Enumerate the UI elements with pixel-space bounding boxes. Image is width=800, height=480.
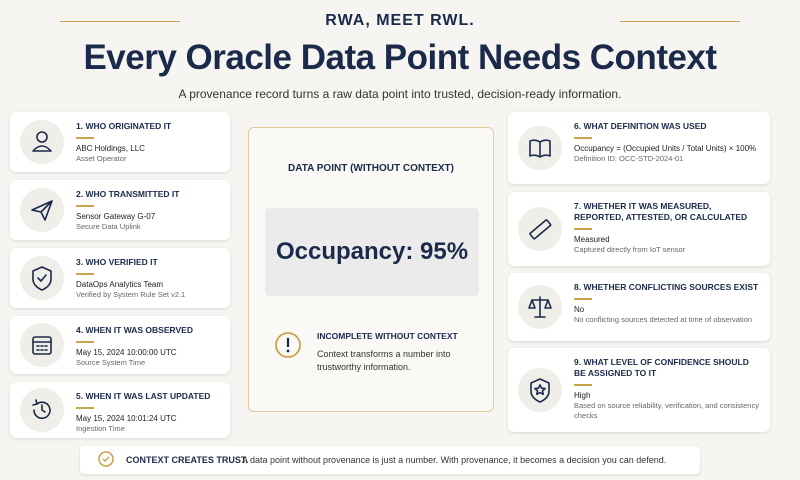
- card-detail: Ingestion Time: [76, 423, 125, 433]
- card-icon: [518, 126, 562, 170]
- card-value: High: [574, 390, 591, 400]
- card-text: 5. WHEN IT WAS LAST UPDATED May 15, 2024 …: [76, 391, 222, 434]
- info-card: 2. WHO TRANSMITTED IT Sensor Gateway G-07…: [10, 180, 230, 240]
- badge-icon: [98, 451, 114, 467]
- center-card: DATA POINT (WITHOUT CONTEXT) Occupancy: …: [248, 127, 494, 412]
- info-card: 8. WHETHER CONFLICTING SOURCES EXIST No No…: [508, 273, 770, 341]
- card-detail: Definition ID: OCC-STD-2024-01: [574, 153, 684, 163]
- card-icon: [20, 388, 64, 432]
- info-card: 5. WHEN IT WAS LAST UPDATED May 15, 2024 …: [10, 382, 230, 438]
- icon-graphic: [32, 131, 52, 152]
- gold-underline: [574, 137, 592, 139]
- icon-graphic: [528, 296, 552, 318]
- card-value: No: [574, 304, 585, 314]
- card-title: 9. WHAT LEVEL OF CONFIDENCE SHOULD BE AS…: [574, 357, 749, 378]
- footer: CONTEXT CREATES TRUST. A data point with…: [80, 446, 700, 474]
- card-title: 3. WHO VERIFIED IT: [76, 257, 158, 267]
- card-icon: [20, 120, 64, 164]
- card-detail: Source System Time: [76, 357, 146, 367]
- decor-line: [620, 21, 740, 22]
- gold-underline: [76, 205, 94, 207]
- card-value: May 15, 2024 10:01:24 UTC: [76, 413, 177, 423]
- card-text: 9. WHAT LEVEL OF CONFIDENCE SHOULD BE AS…: [574, 357, 762, 421]
- card-detail: Secure Data Uplink: [76, 221, 141, 231]
- card-title: 2. WHO TRANSMITTED IT: [76, 189, 180, 199]
- card-text: 4. WHEN IT WAS OBSERVED May 15, 2024 10:0…: [76, 325, 222, 368]
- card-detail: Asset Operator: [76, 153, 127, 163]
- center-label: DATA POINT (WITHOUT CONTEXT): [288, 163, 454, 174]
- warning-icon: [275, 332, 301, 358]
- card-text: 6. WHAT DEFINITION WAS USED Occupancy = (…: [574, 121, 762, 164]
- center-value: Occupancy: 95%: [275, 238, 469, 265]
- card-icon: [518, 207, 562, 251]
- card-detail: No conflicting sources detected at time …: [574, 314, 753, 324]
- card-detail: Based on source reliability, verificatio…: [574, 400, 759, 420]
- icon-graphic: [32, 399, 51, 420]
- info-card: 3. WHO VERIFIED IT DataOps Analytics Team…: [10, 248, 230, 308]
- gold-underline: [76, 407, 94, 409]
- value-box: Occupancy: 95%: [265, 208, 479, 296]
- info-card: 7. WHETHER IT WAS MEASURED, REPORTED, AT…: [508, 192, 770, 266]
- card-value: ABC Holdings, LLC: [76, 143, 145, 153]
- card-icon: [20, 323, 64, 367]
- gold-underline: [76, 137, 94, 139]
- card-detail: Verified by System Rule Set v2.1: [76, 289, 186, 299]
- card-title: 5. WHEN IT WAS LAST UPDATED: [76, 391, 211, 401]
- footer-text: A data point without provenance is just …: [242, 455, 667, 465]
- card-title: 7. WHETHER IT WAS MEASURED, REPORTED, AT…: [574, 201, 748, 222]
- gold-underline: [76, 273, 94, 275]
- card-text: 2. WHO TRANSMITTED IT Sensor Gateway G-07…: [76, 189, 222, 232]
- footer-bold: CONTEXT CREATES TRUST.: [126, 455, 248, 465]
- card-icon: [20, 256, 64, 300]
- card-icon: [20, 188, 64, 232]
- card-text: 1. WHO ORIGINATED IT ABC Holdings, LLC Ass…: [76, 121, 222, 164]
- info-card: 1. WHO ORIGINATED IT ABC Holdings, LLC Ass…: [10, 112, 230, 172]
- icon-graphic: [31, 200, 53, 221]
- subtitle: A provenance record turns a raw data poi…: [178, 87, 622, 101]
- icon-graphic: [530, 378, 550, 403]
- gold-underline: [574, 384, 592, 386]
- card-icon: [518, 368, 562, 412]
- card-value: Sensor Gateway G-07: [76, 211, 156, 221]
- card-text: 3. WHO VERIFIED IT DataOps Analytics Team…: [76, 257, 222, 300]
- icon-graphic: [32, 336, 52, 355]
- title: Every Oracle Data Point Needs Context: [83, 38, 717, 77]
- card-value: Measured: [574, 234, 610, 244]
- gold-underline: [574, 298, 592, 300]
- icon-graphic: [32, 266, 52, 291]
- card-text: 7. WHETHER IT WAS MEASURED, REPORTED, AT…: [574, 201, 762, 255]
- info-card: 4. WHEN IT WAS OBSERVED May 15, 2024 10:0…: [10, 316, 230, 374]
- decor-line: [60, 21, 180, 22]
- card-detail: Captured directly from IoT sensor: [574, 244, 686, 254]
- card-value: Occupancy = (Occupied Units / Total Unit…: [574, 143, 757, 153]
- card-icon: [518, 285, 562, 329]
- note-title: INCOMPLETE WITHOUT CONTEXT: [317, 331, 458, 341]
- card-value: DataOps Analytics Team: [76, 279, 164, 289]
- card-title: 8. WHETHER CONFLICTING SOURCES EXIST: [574, 282, 759, 292]
- card-text: 8. WHETHER CONFLICTING SOURCES EXIST No No…: [574, 282, 762, 325]
- gold-underline: [574, 228, 592, 230]
- icon-graphic: [529, 139, 551, 158]
- gold-underline: [76, 341, 94, 343]
- icon-graphic: [529, 219, 552, 240]
- card-value: May 15, 2024 10:00:00 UTC: [76, 347, 177, 357]
- info-card: 6. WHAT DEFINITION WAS USED Occupancy = (…: [508, 112, 770, 184]
- card-title: 6. WHAT DEFINITION WAS USED: [574, 121, 707, 131]
- card-title: 1. WHO ORIGINATED IT: [76, 121, 172, 131]
- note-text: Context transforms a number into trustwo…: [317, 349, 451, 372]
- info-card: 9. WHAT LEVEL OF CONFIDENCE SHOULD BE AS…: [508, 348, 770, 432]
- kicker: RWA, MEET RWL.: [325, 12, 475, 29]
- card-title: 4. WHEN IT WAS OBSERVED: [76, 325, 193, 335]
